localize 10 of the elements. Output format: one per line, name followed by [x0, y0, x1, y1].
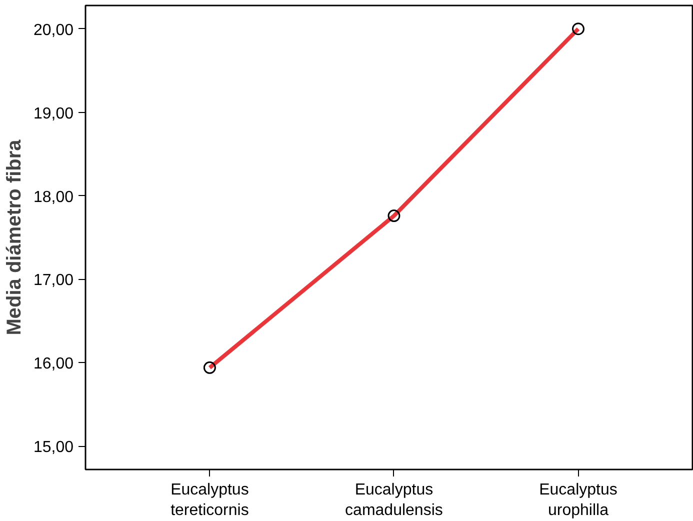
y-axis-title: Media diámetro fibra: [3, 138, 26, 336]
y-tick-label: 19,00: [33, 105, 74, 122]
y-tick-label: 15,00: [33, 439, 74, 456]
y-tick-label: 20,00: [33, 22, 74, 39]
y-tick-label: 17,00: [33, 272, 74, 290]
y-tick-label: 18,00: [33, 188, 74, 206]
x-tick-label: Eucalyptus tereticornis: [170, 482, 249, 519]
x-tick-label: Eucalyptus urophilla: [539, 482, 618, 519]
x-tick-label: Eucalyptus camadulensis: [345, 482, 443, 519]
y-tick-label: 16,00: [33, 356, 74, 373]
